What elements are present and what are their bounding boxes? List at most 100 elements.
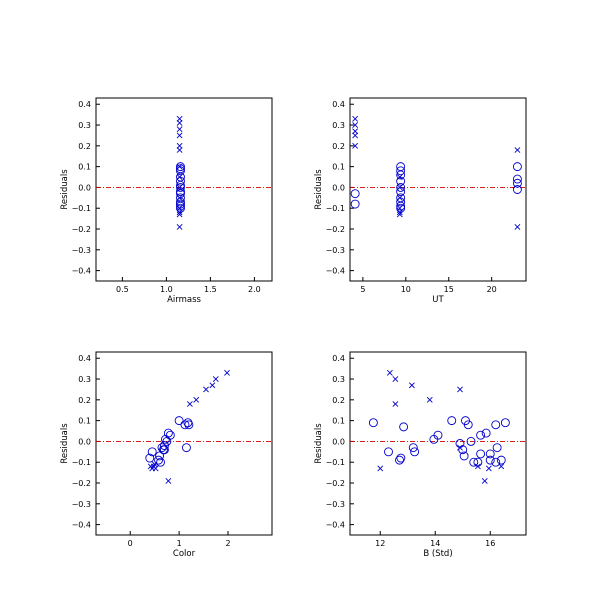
x-axis-label: UT xyxy=(432,295,444,305)
y-tick-label: −0.3 xyxy=(72,500,91,509)
x-tick-label: 1.5 xyxy=(204,285,217,294)
data-point-circle xyxy=(181,443,191,453)
x-tick-label: 2 xyxy=(225,539,230,548)
y-tick-label: 0.0 xyxy=(332,183,345,192)
data-point-cross xyxy=(176,147,183,153)
data-point-circle xyxy=(473,457,483,467)
y-tick-label: 0.4 xyxy=(78,100,91,109)
data-point-circle xyxy=(176,182,185,192)
data-point-circle xyxy=(469,457,479,467)
data-point-circle xyxy=(512,185,522,194)
data-point-cross xyxy=(498,463,505,470)
data-point-circle xyxy=(176,203,185,213)
y-axis-label: Residuals xyxy=(60,169,70,210)
data-point-circle xyxy=(395,455,404,465)
data-point-cross xyxy=(203,386,209,393)
data-point-cross xyxy=(193,396,200,403)
y-tick-label: 0.4 xyxy=(78,354,91,363)
data-point-cross xyxy=(176,115,183,122)
data-point-cross xyxy=(352,122,359,128)
data-point-cross xyxy=(176,126,183,133)
data-point-circle xyxy=(491,420,501,430)
x-tick-label: 15 xyxy=(444,285,454,294)
y-tick-label: −0.1 xyxy=(72,204,91,213)
data-point-circle xyxy=(384,447,393,457)
data-point-circle xyxy=(184,420,194,430)
data-point-circle xyxy=(485,455,495,465)
y-tick-label: 0.1 xyxy=(78,417,91,426)
data-point-cross xyxy=(212,376,219,382)
data-point-circle xyxy=(410,447,420,457)
data-point-cross xyxy=(352,115,359,122)
plot-frame xyxy=(349,97,527,282)
data-point-circle xyxy=(165,430,175,440)
plot-frame xyxy=(95,351,273,536)
data-point-circle xyxy=(156,457,165,467)
panel-airmass: 0.4 0.3 0.2 0.1 0.0 −0.1 −0.2 −0.3 −0.4 0.5 1.0 1.5… xyxy=(60,97,273,305)
x-tick-label: 10 xyxy=(401,285,411,294)
y-tick-label: −0.4 xyxy=(72,267,91,276)
y-axis-label: Residuals xyxy=(60,423,70,464)
data-point-circle xyxy=(350,199,360,209)
x-axis-label: Airmass xyxy=(167,295,201,305)
data-point-circle xyxy=(176,162,185,172)
data-point-circle xyxy=(512,178,522,188)
data-point-cross xyxy=(176,120,183,126)
y-tick-label: 0.3 xyxy=(78,121,91,130)
y-tick-label: 0.1 xyxy=(78,163,91,172)
data-point-cross xyxy=(209,382,216,389)
data-point-cross xyxy=(386,369,393,376)
y-tick-label: −0.1 xyxy=(326,204,345,213)
data-point-circle xyxy=(396,203,406,213)
data-point-circle xyxy=(350,189,360,199)
data-point-circle xyxy=(176,199,185,209)
data-point-circle xyxy=(459,451,469,461)
data-point-circle xyxy=(399,422,409,432)
data-point-circle xyxy=(492,443,502,453)
y-tick-label: 0.0 xyxy=(332,437,345,446)
data-point-circle xyxy=(512,162,522,172)
data-point-cross xyxy=(514,224,521,230)
data-point-circle xyxy=(176,166,185,176)
y-tick-label: −0.1 xyxy=(72,458,91,467)
y-tick-label: 0.0 xyxy=(78,437,91,446)
y-tick-label: −0.3 xyxy=(326,246,345,255)
y-tick-label: 0.2 xyxy=(78,396,91,405)
data-point-circle xyxy=(174,416,184,426)
panel-b-std: 0.4 0.3 0.2 0.1 0.0 −0.1 −0.2 −0.3 −0.4 12 14 16 B (… xyxy=(314,351,527,559)
data-point-cross xyxy=(186,401,193,407)
data-point-circle xyxy=(476,430,486,440)
x-axis-label: B (Std) xyxy=(423,549,452,559)
data-point-circle xyxy=(160,434,170,444)
x-tick-label: 2.0 xyxy=(248,285,261,294)
data-point-circle xyxy=(183,418,193,428)
data-point-cross xyxy=(396,211,403,218)
data-point-cross xyxy=(352,128,359,135)
y-tick-label: −0.2 xyxy=(326,479,345,488)
y-tick-label: −0.2 xyxy=(72,479,91,488)
data-point-circle xyxy=(176,176,185,186)
y-tick-label: −0.4 xyxy=(326,521,345,530)
y-tick-label: 0.2 xyxy=(332,396,345,405)
data-point-circle xyxy=(396,170,406,180)
y-tick-label: 0.1 xyxy=(332,163,345,172)
x-tick-label: 1 xyxy=(177,539,182,548)
data-point-cross xyxy=(176,142,183,149)
data-point-cross xyxy=(176,132,183,139)
data-point-circle xyxy=(396,201,406,211)
data-point-circle xyxy=(159,441,169,451)
data-point-circle xyxy=(396,187,406,197)
y-tick-label: 0.0 xyxy=(78,183,91,192)
data-point-cross xyxy=(514,147,521,153)
y-tick-label: 0.4 xyxy=(332,100,345,109)
panel-ut: 0.4 0.3 0.2 0.1 0.0 −0.1 −0.2 −0.3 −0.4 5 10 15 20 UT… xyxy=(314,97,527,305)
y-tick-label: −0.3 xyxy=(326,500,345,509)
y-tick-label: −0.2 xyxy=(72,225,91,234)
data-point-circle xyxy=(157,443,167,453)
data-point-circle xyxy=(154,455,164,465)
y-tick-label: −0.3 xyxy=(72,246,91,255)
data-point-cross xyxy=(176,211,183,218)
y-tick-label: 0.2 xyxy=(78,142,91,151)
x-tick-label: 20 xyxy=(487,285,497,294)
panel-color: 0.4 0.3 0.2 0.1 0.0 −0.1 −0.2 −0.3 −0.4 0 1 2 Color R… xyxy=(60,351,273,559)
